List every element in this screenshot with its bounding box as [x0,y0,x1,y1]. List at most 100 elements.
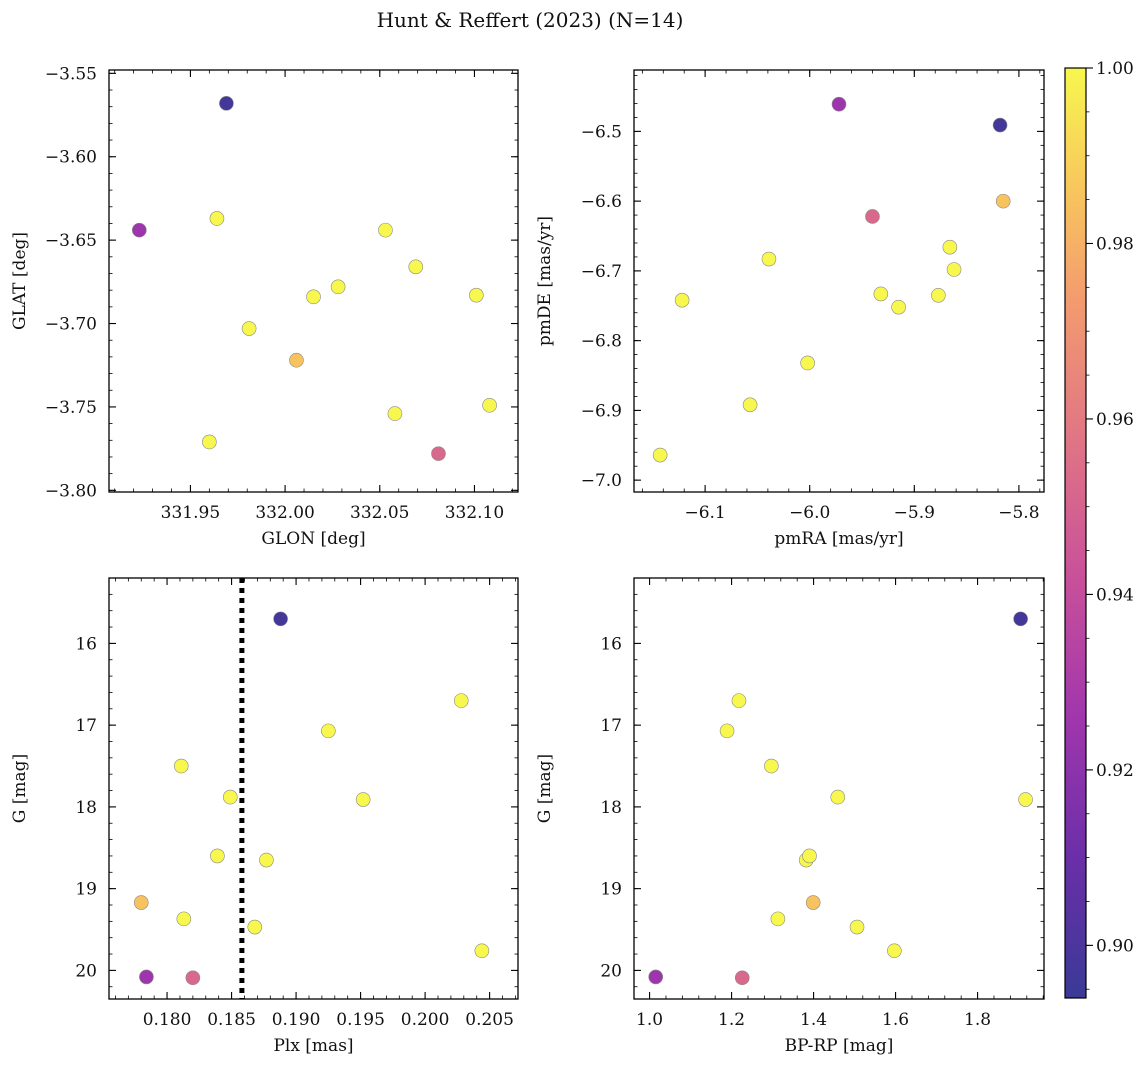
axes-frame [108,577,519,1000]
x-tick-label: 1.0 [636,1010,663,1030]
x-tick-label: 1.4 [800,1010,827,1030]
y-tick-label: −3.80 [45,481,97,501]
y-tick-label: 17 [600,716,622,736]
data-point [849,919,865,935]
data-point [173,758,189,774]
panel-top-left: 331.95 332.00 332.05 332.10 −3.80 −3.75 −3.70 −… [10,64,519,549]
x-tick-label: 0.205 [465,1010,514,1030]
data-point [133,895,149,910]
data-point [805,895,821,910]
colorbar-tick-label: 0.92 [1096,761,1134,781]
y-tick-label: 16 [75,634,97,654]
x-tick-label: 0.180 [143,1010,192,1030]
y-tick-label: −3.70 [45,315,97,335]
data-point [830,789,846,805]
data-point [202,434,217,450]
data-point [289,352,304,368]
data-point [995,193,1011,209]
data-point [734,970,750,986]
figure-title: Hunt & Reffert (2023) (N=14) [377,8,684,32]
data-point [241,321,257,336]
x-axis-label: BP-RP [mag] [785,1036,894,1056]
data-point [330,279,346,295]
data-point [482,397,497,413]
data-point [474,943,490,959]
data-point [259,852,274,868]
data-point [674,292,690,308]
data-point [321,723,336,739]
x-tick-label: 1.6 [882,1010,909,1030]
y-tick-label: 20 [75,961,97,981]
data-point [306,289,321,305]
data-point [1013,611,1028,627]
data-point [453,693,469,708]
x-tick-label: 331.95 [161,503,220,523]
data-point [802,848,817,864]
y-tick-label: 18 [75,798,97,818]
data-point [222,789,238,805]
colorbar-tick-label: 0.90 [1096,936,1134,956]
data-point [176,911,192,927]
y-tick-label: −3.55 [45,64,97,84]
y-tick-label: −3.65 [45,231,97,251]
data-point [891,299,906,315]
y-tick-label: 19 [75,880,97,900]
colorbar-tick-label: 1.00 [1096,59,1134,79]
data-point [761,251,777,267]
colorbar: 0.90 0.92 0.94 0.96 0.98 1.00 [1064,59,1134,999]
data-point [931,287,946,303]
data-point [469,287,484,303]
x-axis-label: Plx [mas] [273,1036,353,1056]
data-point [273,611,288,627]
data-point [355,792,371,807]
data-point [247,919,263,935]
x-tick-label: 332.00 [255,503,314,523]
data-point [800,355,815,371]
data-point [719,723,735,739]
y-tick-label: 16 [600,634,622,654]
y-tick-label: −6.9 [581,401,622,421]
x-tick-label: 1.2 [718,1010,745,1030]
data-point [131,222,147,238]
y-tick-label: −6.7 [581,262,622,282]
colorbar-tick-label: 0.94 [1096,585,1134,605]
colorbar-tick-label: 0.96 [1096,410,1134,430]
data-point [387,406,403,421]
axes-frame [108,69,519,493]
x-tick-label: 0.195 [336,1010,385,1030]
y-tick-label: −7.0 [581,471,622,491]
panels: 331.95 332.00 332.05 332.10 −3.80 −3.75 −3.70 −… [10,64,1045,1056]
axes-frame [633,69,1045,493]
data-point [887,943,902,959]
data-point [831,96,847,112]
x-tick-label: −6.1 [684,503,725,523]
x-axis-label: pmRA [mas/yr] [774,529,903,549]
x-tick-label: 0.200 [401,1010,450,1030]
data-point [652,447,668,463]
panel-top-right: −6.1 −6.0 −5.9 −5.8 −7.0 −6.9 −6.8 −6.7 −6.6 −6.5… [535,69,1045,549]
axes-frame [633,577,1045,1000]
y-axis-label: G [mag] [10,754,30,823]
y-axis-label: GLAT [deg] [10,232,30,330]
data-point [185,970,201,986]
y-tick-label: 17 [75,716,97,736]
panel-bottom-left: 0.180 0.185 0.190 0.195 0.200 0.205 16 17 18 19 20… [10,577,519,1056]
y-tick-label: 19 [600,880,622,900]
data-point [648,969,664,985]
y-axis-label: pmDE [mas/yr] [535,216,555,346]
x-tick-label: 332.05 [350,503,409,523]
data-point [942,239,958,255]
data-point [378,222,393,238]
y-tick-label: 20 [600,961,622,981]
data-point [139,969,154,985]
data-point [764,758,779,774]
data-point [210,848,225,864]
x-tick-label: 0.190 [272,1010,321,1030]
x-tick-label: −5.9 [894,503,935,523]
x-tick-label: 332.10 [445,503,504,523]
colorbar-gradient [1064,67,1087,999]
x-tick-label: −6.0 [789,503,830,523]
data-point [431,446,446,461]
data-point [742,397,758,413]
y-axis-label: G [mag] [535,754,555,823]
